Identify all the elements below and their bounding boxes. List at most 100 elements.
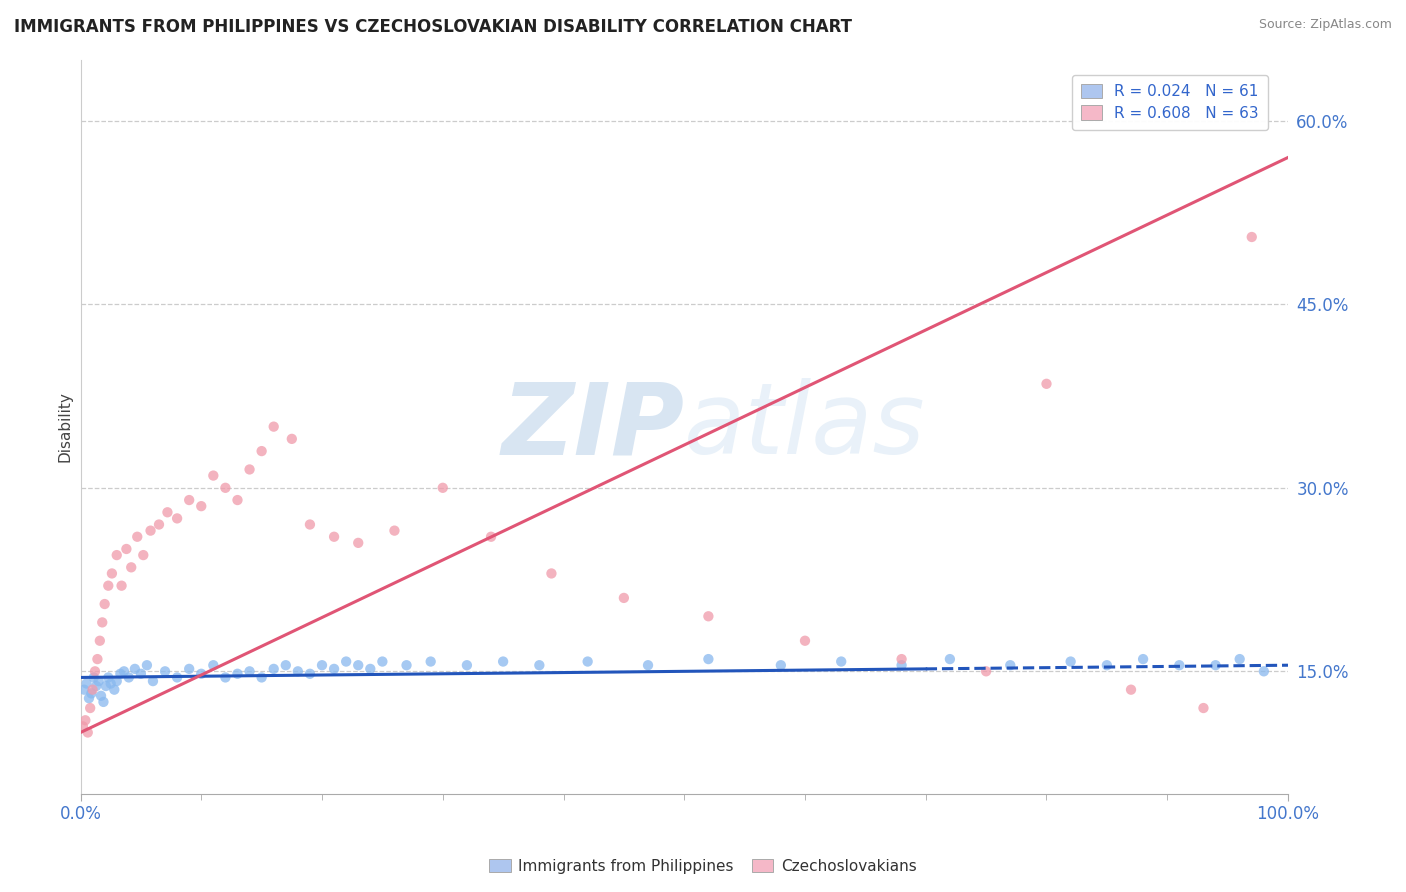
Point [323,662,346,676]
Point [347,536,370,550]
Point [384,524,406,538]
Point [540,566,562,581]
Point [84,665,107,679]
Point [101,566,124,581]
Point [156,505,179,519]
Point [456,658,478,673]
Point [419,655,441,669]
Point [73,682,96,697]
Point [93,597,115,611]
Point [179,662,201,676]
Point [250,444,273,458]
Point [83,670,105,684]
Point [87,674,110,689]
Point [637,658,659,673]
Point [86,652,108,666]
Point [110,666,132,681]
Point [115,541,138,556]
Point [1168,658,1191,673]
Point [1000,658,1022,673]
Point [124,662,146,676]
Point [179,493,201,508]
Point [94,679,117,693]
Point [529,658,551,673]
Point [263,419,285,434]
Point [127,530,149,544]
Point [226,666,249,681]
Point [1205,658,1227,673]
Text: atlas: atlas [685,378,927,475]
Point [214,670,236,684]
Point [613,591,636,605]
Point [166,511,188,525]
Point [77,691,100,706]
Point [432,481,454,495]
Point [890,652,912,666]
Point [1253,665,1275,679]
Y-axis label: Disability: Disability [58,392,72,462]
Point [1059,655,1081,669]
Point [939,652,962,666]
Point [1035,376,1057,391]
Legend: R = 0.024   N = 61, R = 0.608   N = 63: R = 0.024 N = 61, R = 0.608 N = 63 [1071,75,1268,130]
Point [103,682,125,697]
Point [79,701,101,715]
Point [1132,652,1154,666]
Point [93,695,115,709]
Point [76,725,98,739]
Point [479,530,502,544]
Point [287,665,309,679]
Text: Source: ZipAtlas.com: Source: ZipAtlas.com [1258,18,1392,31]
Point [118,670,141,684]
Point [371,655,394,669]
Point [82,682,104,697]
Point [135,658,157,673]
Point [335,655,357,669]
Point [697,652,720,666]
Point [281,432,304,446]
Point [830,655,852,669]
Point [226,493,249,508]
Point [105,674,128,689]
Point [166,670,188,684]
Point [492,655,515,669]
Point [347,658,370,673]
Point [112,665,135,679]
Point [311,658,333,673]
Point [142,674,165,689]
Point [97,670,120,684]
Point [100,676,122,690]
Text: ZIP: ZIP [502,378,685,475]
Point [323,530,346,544]
Point [395,658,418,673]
Point [250,670,273,684]
Point [148,517,170,532]
Point [890,658,912,673]
Point [576,655,599,669]
Point [105,548,128,562]
Point [90,689,112,703]
Point [76,676,98,690]
Point [298,517,321,532]
Point [1119,682,1142,697]
Point [80,686,103,700]
Point [110,579,132,593]
Point [190,499,212,513]
Point [1095,658,1118,673]
Point [214,481,236,495]
Point [84,679,107,693]
Point [120,560,142,574]
Point [97,579,120,593]
Point [202,658,225,673]
Point [238,462,260,476]
Legend: Immigrants from Philippines, Czechoslovakians: Immigrants from Philippines, Czechoslova… [484,853,922,880]
Point [89,633,111,648]
Point [274,658,297,673]
Point [129,666,152,681]
Point [697,609,720,624]
Point [794,633,817,648]
Point [238,665,260,679]
Point [132,548,155,562]
Point [298,666,321,681]
Point [974,665,997,679]
